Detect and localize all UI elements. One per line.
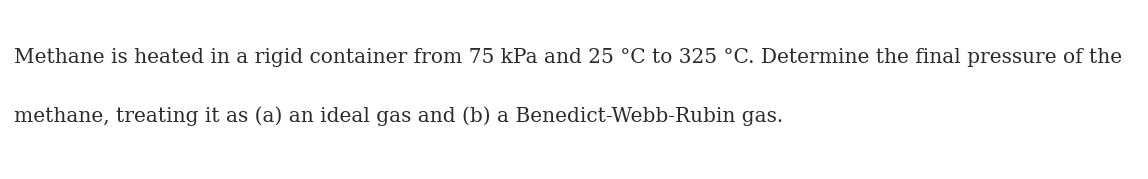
Text: methane, treating it as (a) an ideal gas and (b) a Benedict-Webb-Rubin gas.: methane, treating it as (a) an ideal gas… — [14, 107, 783, 126]
Text: Methane is heated in a rigid container from 75 kPa and 25 °C to 325 °C. Determin: Methane is heated in a rigid container f… — [14, 48, 1122, 67]
